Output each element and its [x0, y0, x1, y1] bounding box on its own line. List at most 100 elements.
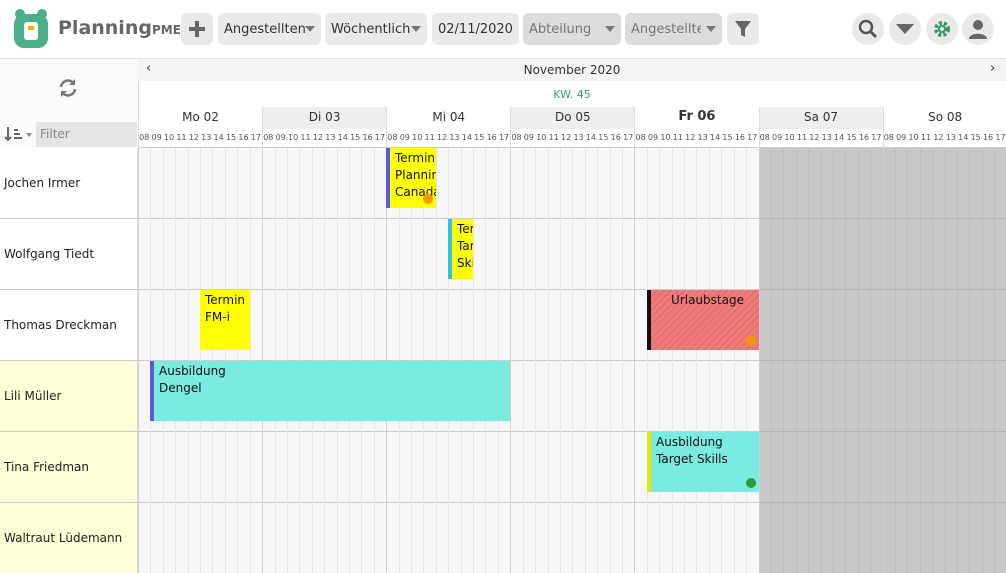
hour-line	[547, 148, 549, 573]
name-cell	[0, 432, 138, 503]
hour-line	[572, 148, 574, 573]
event-line: Planning	[395, 168, 436, 182]
hour-label: 14	[461, 133, 472, 142]
add-button[interactable]	[181, 13, 213, 45]
hour-label: 08	[387, 133, 398, 142]
event[interactable]: Ausbildung Dengel	[150, 361, 510, 421]
hour-label: 15	[970, 133, 981, 142]
hour-label: 16	[486, 133, 497, 142]
event-icon	[746, 336, 756, 346]
sort-button[interactable]	[4, 126, 34, 142]
event-line: Termin	[457, 222, 473, 236]
hour-line	[559, 148, 561, 573]
hour-line	[286, 148, 288, 573]
event-line: FM-i	[205, 310, 230, 324]
hour-line	[597, 148, 599, 573]
hour-line	[448, 148, 450, 573]
hour-label: 10	[784, 133, 795, 142]
hour-line	[311, 148, 313, 573]
filter-button[interactable]	[727, 13, 759, 45]
event[interactable]: Termin FM-i	[200, 290, 250, 350]
date-label: 02/11/2020	[438, 21, 513, 37]
user-button[interactable]	[962, 13, 994, 45]
hour-label: 13	[945, 133, 956, 142]
hour-label: 15	[846, 133, 857, 142]
hour-label: 14	[213, 133, 224, 142]
hour-label: 09	[896, 133, 907, 142]
hour-line	[336, 148, 338, 573]
month-bar	[138, 59, 1006, 81]
hour-label: 16	[734, 133, 745, 142]
hour-label: 10	[163, 133, 175, 142]
refresh-button[interactable]	[58, 78, 78, 98]
hour-label: 11	[300, 133, 311, 142]
hour-line	[895, 148, 896, 573]
name-cell	[0, 361, 138, 432]
hour-line	[783, 148, 785, 573]
hour-line	[348, 148, 350, 573]
hour-line	[671, 148, 673, 573]
settings-button[interactable]	[926, 13, 958, 45]
hour-line	[758, 148, 760, 573]
day-header: Fr 06	[634, 107, 758, 129]
hour-line	[944, 148, 946, 573]
employee-name: Wolfgang Tiedt	[4, 247, 95, 261]
hour-label: 10	[412, 133, 423, 142]
event[interactable]: Urlaubstage	[647, 290, 759, 350]
event-line: Termin	[395, 151, 436, 165]
hour-line	[857, 148, 859, 573]
hour-line	[981, 148, 983, 573]
hour-line	[187, 148, 189, 573]
event[interactable]: Ausbildung Target Skills	[647, 432, 759, 492]
hour-line	[770, 148, 772, 573]
event-line: Ausbildung	[159, 364, 226, 378]
hour-label: 13	[201, 133, 212, 142]
menu-dropdown[interactable]	[889, 13, 921, 45]
search-button[interactable]	[852, 13, 884, 45]
hour-label: 08	[635, 133, 646, 142]
hour-line	[386, 148, 388, 573]
hour-line	[411, 148, 413, 573]
day-header: Mo 02	[138, 107, 262, 129]
hour-line	[522, 148, 524, 573]
hour-label: 11	[796, 133, 807, 142]
next-button[interactable]: ›	[990, 61, 996, 76]
hour-label: 11	[176, 133, 187, 142]
hour-line	[584, 148, 586, 573]
date-picker[interactable]: 02/11/2020	[432, 13, 519, 45]
prev-button[interactable]: ‹	[146, 61, 152, 76]
hour-label: 11	[672, 133, 683, 142]
department-select[interactable]: Abteilung	[523, 13, 621, 45]
hour-line	[274, 148, 276, 573]
employee-select[interactable]: Angestellte	[625, 13, 722, 45]
event-line: Skills	[457, 256, 473, 270]
employee-label: Angestellte	[631, 21, 701, 37]
week-label: KW. 45	[553, 88, 591, 101]
weekend-bg	[758, 503, 1006, 573]
filter-input[interactable]: Filter	[36, 122, 137, 147]
hour-line	[795, 148, 797, 573]
hour-label: 17	[871, 133, 882, 142]
hour-line	[224, 148, 226, 573]
hour-label: 08	[511, 133, 522, 142]
hour-label: 14	[958, 133, 969, 142]
hour-line	[324, 148, 326, 573]
name-cell	[0, 219, 138, 290]
event-icon	[423, 194, 433, 204]
period-select[interactable]: Wöchentlich	[325, 13, 427, 45]
hour-label: 09	[399, 133, 410, 142]
employee-name: Jochen Irmer	[4, 176, 81, 190]
hour-label: 10	[536, 133, 547, 142]
event[interactable]: Termin Target Skills	[448, 219, 473, 279]
hour-row	[634, 129, 759, 148]
hour-line	[721, 148, 723, 573]
hour-line	[659, 148, 661, 573]
hour-label: 13	[325, 133, 336, 142]
view-by-select[interactable]: Angestellten	[218, 13, 321, 45]
hour-line	[249, 148, 251, 573]
hour-line	[919, 148, 921, 573]
hour-label: 10	[288, 133, 299, 142]
hour-label: 12	[933, 133, 944, 142]
hour-label: 09	[275, 133, 286, 142]
